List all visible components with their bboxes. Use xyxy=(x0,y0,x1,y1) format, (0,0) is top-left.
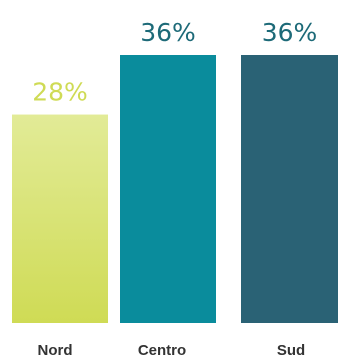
data-label-centro: 36% xyxy=(140,18,196,47)
category-label-nord: Nord xyxy=(38,342,73,359)
category-label-sud: Sud xyxy=(277,342,305,359)
bar-centro xyxy=(120,55,216,323)
category-label-centro: Centro xyxy=(138,342,186,359)
labels-group: 28% Nord 36% Centro 36% Sud xyxy=(32,18,317,359)
bars-group xyxy=(12,55,338,323)
bar-sud xyxy=(241,55,338,323)
data-label-sud: 36% xyxy=(262,18,318,47)
data-label-nord: 28% xyxy=(32,78,88,107)
bar-nord xyxy=(12,114,108,323)
